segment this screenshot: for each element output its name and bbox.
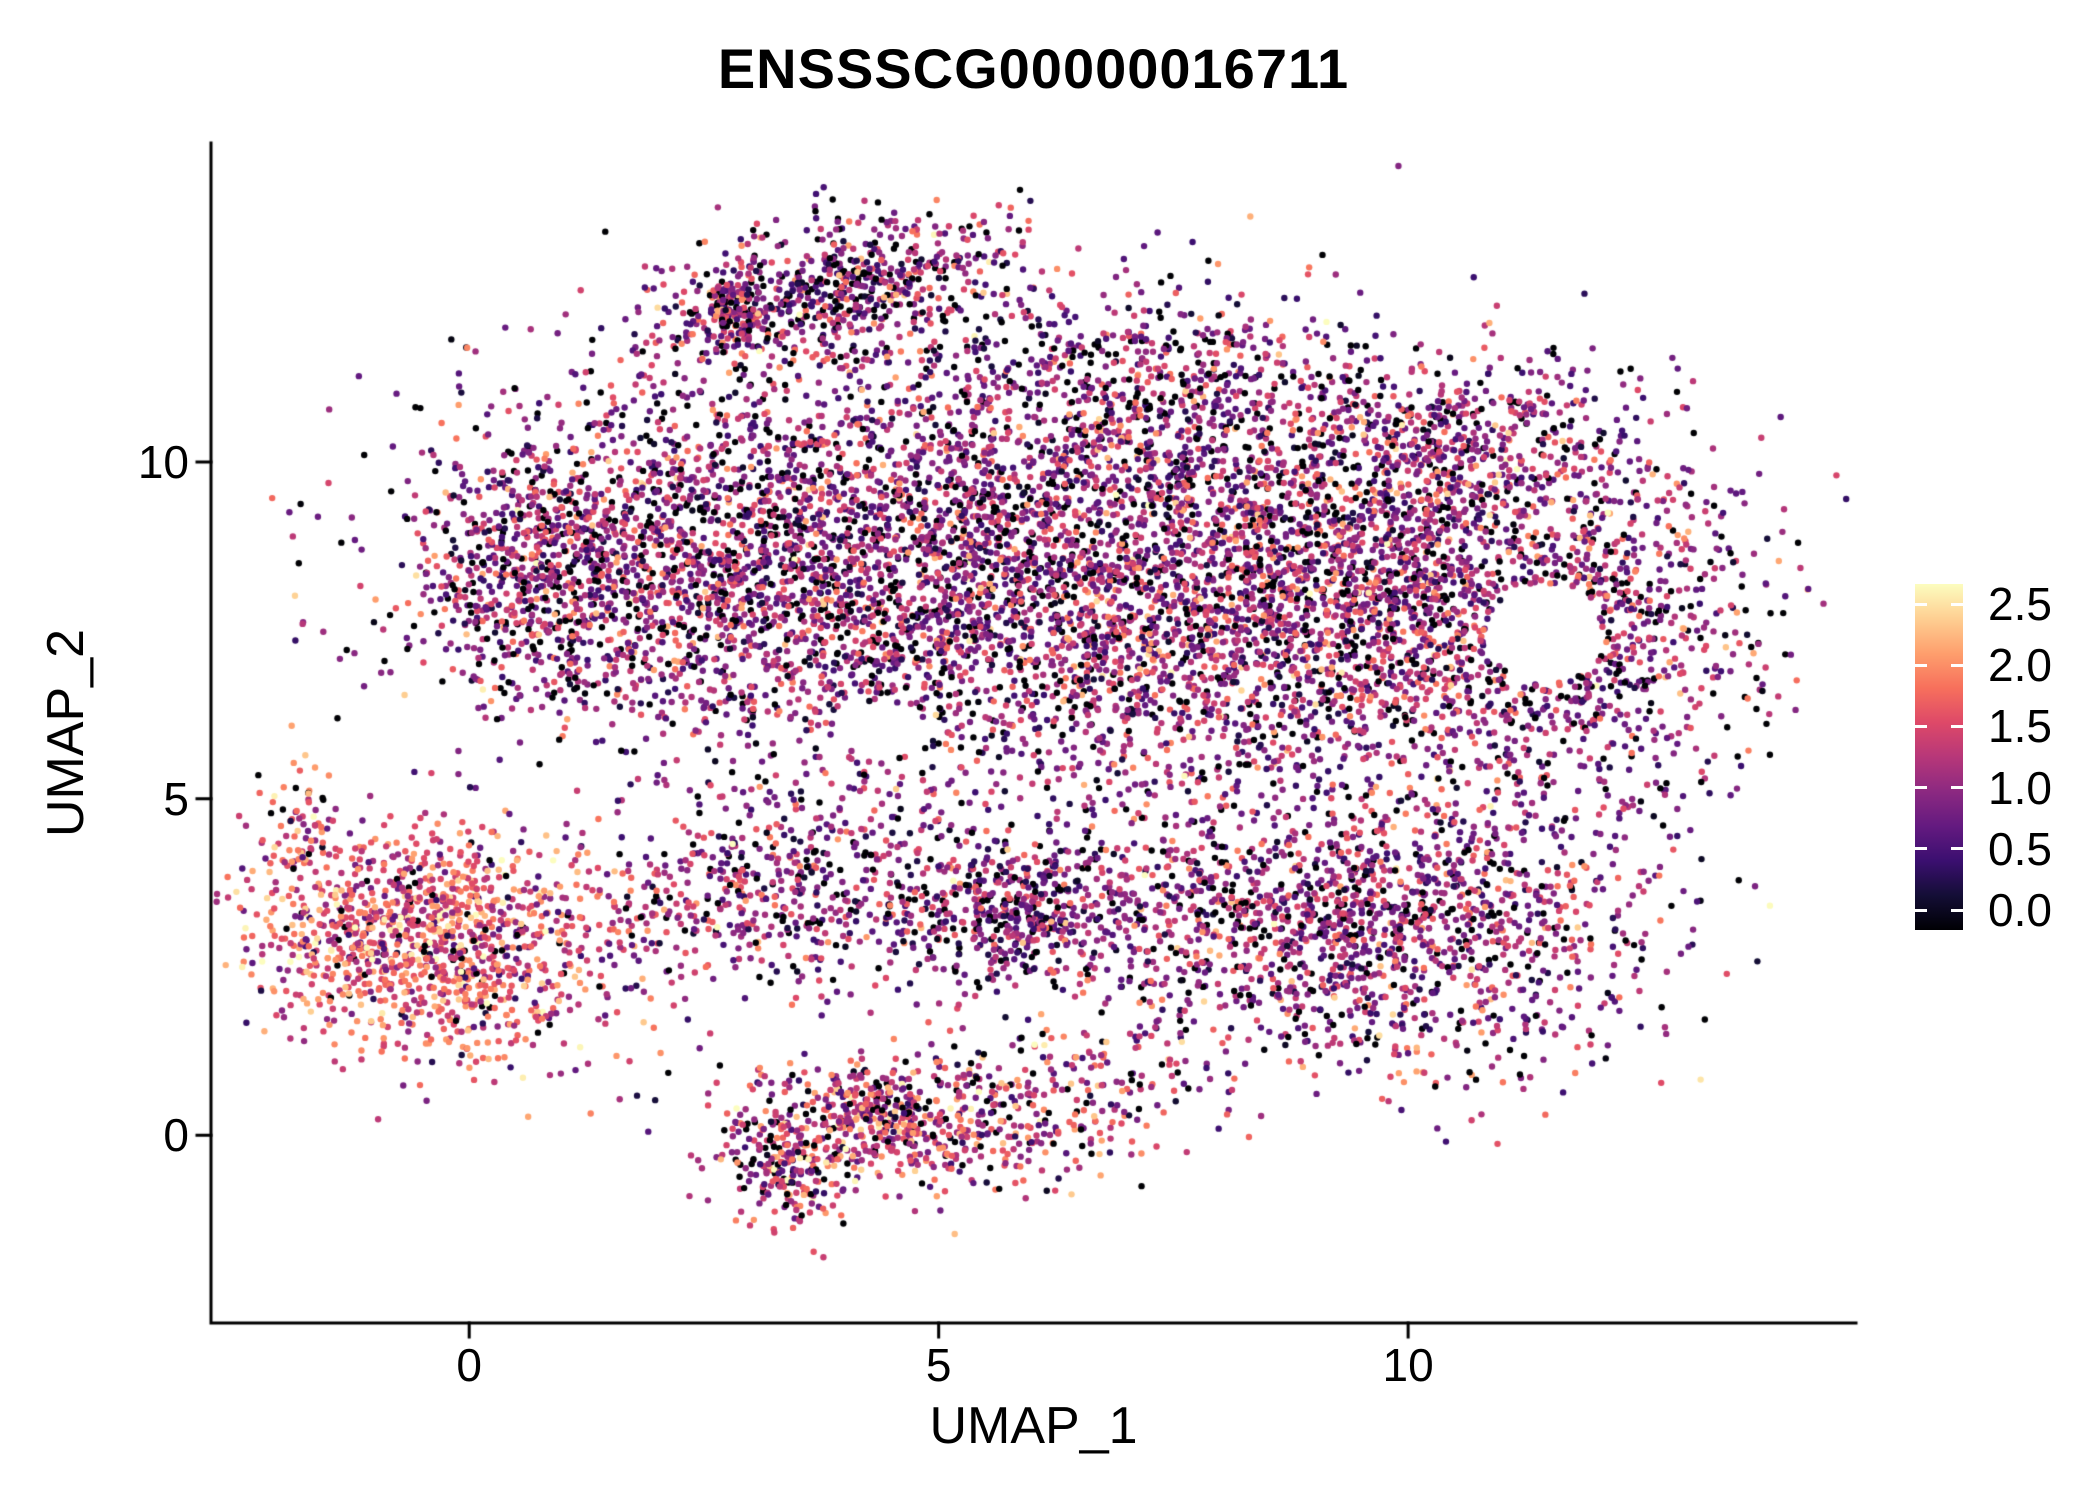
y-axis-label: UMAP_2: [37, 628, 95, 838]
plot-title: ENSSSCG00000016711: [717, 37, 1350, 100]
colorbar-tick-mark: [1915, 663, 1927, 667]
colorbar-tick-mark: [1915, 724, 1927, 728]
x-tick-label: 5: [925, 1339, 952, 1391]
colorbar-tick-label: 2.0: [1988, 639, 2052, 692]
colorbar-tick-mark: [1951, 724, 1963, 728]
colorbar-tick-label: 1.0: [1988, 761, 2052, 814]
colorbar-tick-mark: [1915, 602, 1927, 606]
colorbar-tick-mark: [1951, 602, 1963, 606]
colorbar-tick-mark: [1915, 847, 1927, 851]
colorbar-tick-label: 0.5: [1988, 822, 2052, 875]
x-tick-label: 0: [456, 1339, 482, 1391]
y-tick-label: 0: [163, 1109, 189, 1162]
colorbar-tick-label: 0.0: [1988, 884, 2052, 936]
colorbar-tick-mark: [1951, 847, 1963, 851]
colorbar-tick-mark: [1915, 786, 1927, 790]
colorbar-tick-label: 2.5: [1988, 578, 2052, 630]
colorbar-tick-mark: [1915, 908, 1927, 912]
x-tick-label: 10: [1382, 1339, 1434, 1391]
colorbar-tick-mark: [1951, 786, 1963, 790]
y-tick-label: 5: [163, 772, 189, 825]
colorbar-gradient: [1915, 584, 1963, 930]
y-tick-label: 10: [137, 436, 189, 489]
colorbar-tick-mark: [1951, 663, 1963, 667]
x-axis-label: UMAP_1: [929, 1397, 1138, 1455]
colorbar-tick-mark: [1951, 908, 1963, 912]
colorbar-tick-label: 1.5: [1988, 700, 2052, 753]
